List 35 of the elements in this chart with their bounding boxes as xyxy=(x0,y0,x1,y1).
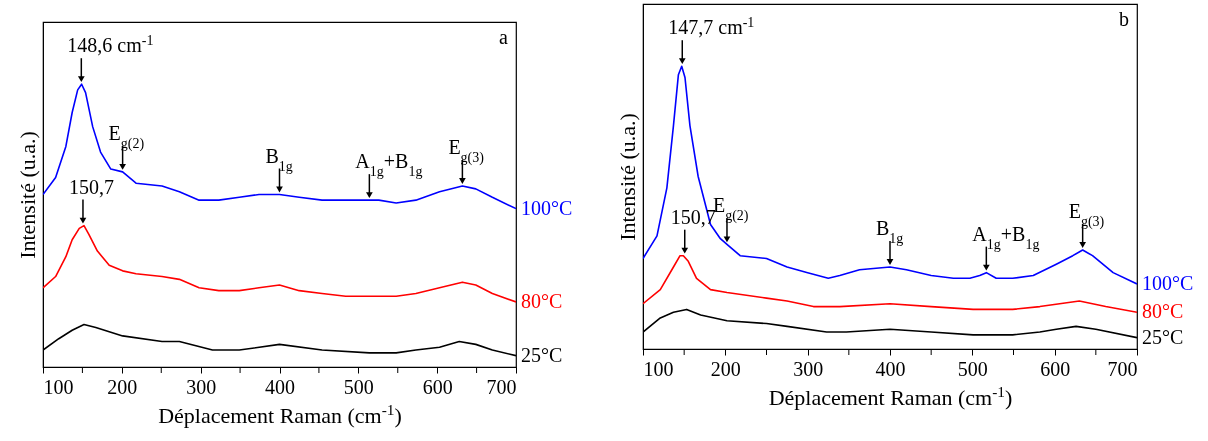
y-axis-title: Intensité (u.a.) xyxy=(614,113,640,241)
x-tick-label: 100 xyxy=(643,357,674,380)
series-label: 100°C xyxy=(1142,271,1194,294)
series-label: 80°C xyxy=(521,289,563,312)
annotation: A$_{1g}$+B$_{1g}$ xyxy=(972,222,1040,252)
annotation: B$_{1g}$ xyxy=(265,144,293,173)
annotation: A$_{1g}$+B$_{1g}$ xyxy=(355,150,423,179)
x-axis-title: Déplacement Raman (cm$^{-1}$) xyxy=(768,382,1013,410)
x-tick-label: 600 xyxy=(422,375,453,398)
series-label: 80°C xyxy=(1142,300,1184,323)
annotation: E$_{g(3)}$ xyxy=(448,136,485,166)
text: b xyxy=(1119,8,1129,30)
y-axis-title: Intensité (u.a.) xyxy=(14,131,40,259)
x-tick-label: 200 xyxy=(710,357,741,380)
x-axis-title: Déplacement Raman (cm$^{-1}$) xyxy=(158,400,402,428)
text: a xyxy=(499,26,509,48)
x-tick-label: 500 xyxy=(957,357,988,380)
x-tick-label: 600 xyxy=(1040,357,1071,380)
series-label: 25°C xyxy=(521,343,563,366)
annotation: 148,6 cm$^{-1}$ xyxy=(67,32,154,57)
annotation: B$_{1g}$ xyxy=(876,216,904,246)
x-tick-label: 700 xyxy=(1107,357,1138,380)
annotation: 147,7 cm$^{-1}$ xyxy=(668,14,755,39)
x-tick-label: 700 xyxy=(486,375,517,398)
series-label: 100°C xyxy=(521,196,573,219)
x-tick-label: 300 xyxy=(793,357,824,380)
series-label: 25°C xyxy=(1142,325,1184,348)
x-tick-label: 300 xyxy=(186,375,217,398)
annotation: 150,7 xyxy=(68,175,114,198)
x-tick-label: 200 xyxy=(107,375,138,398)
x-tick-label: 400 xyxy=(875,357,906,380)
annotation: E$_{g(2)}$ xyxy=(108,121,145,152)
x-tick-label: 500 xyxy=(343,375,374,398)
x-tick-label: 400 xyxy=(265,375,295,398)
x-tick-label: 100 xyxy=(43,375,74,398)
